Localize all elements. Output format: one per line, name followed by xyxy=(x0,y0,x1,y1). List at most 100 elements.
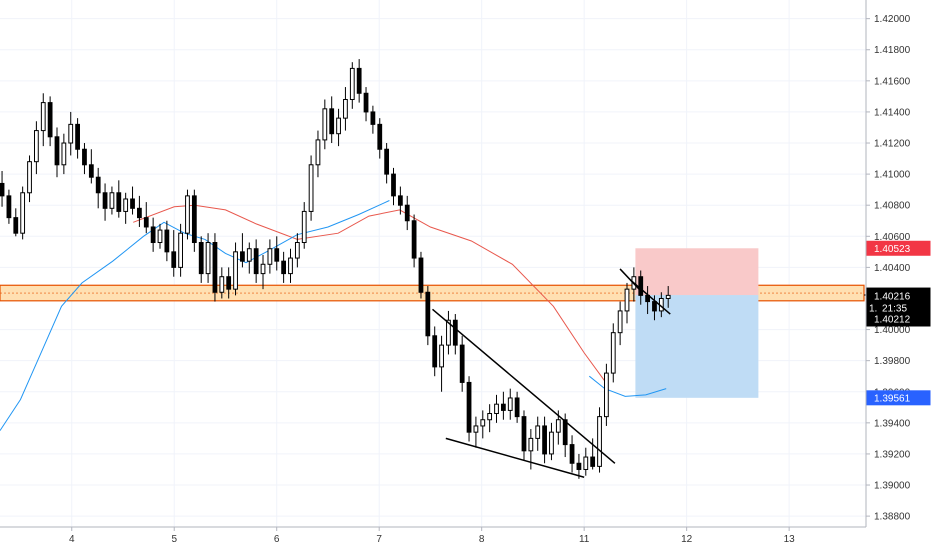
candle xyxy=(212,233,218,302)
candle xyxy=(102,183,108,221)
candle-body xyxy=(370,111,376,125)
candle-body xyxy=(164,229,170,253)
candle-body xyxy=(432,335,438,368)
candle xyxy=(260,254,266,290)
price-axis[interactable]: 1.42000 1.41800 1.41600 1.41400 1.41200 1.410… xyxy=(865,0,911,527)
candle-body xyxy=(150,226,156,244)
candle xyxy=(88,149,94,184)
candle-body xyxy=(466,381,472,433)
wedge-upper-line xyxy=(432,308,616,464)
candle-body xyxy=(260,263,266,275)
candle xyxy=(157,223,163,249)
candle-body xyxy=(301,210,307,244)
candle-body xyxy=(542,425,547,455)
candle xyxy=(226,267,232,299)
stop-loss-badge-bg xyxy=(866,240,931,256)
candle xyxy=(253,239,259,283)
ma-red-line xyxy=(133,204,606,382)
candle xyxy=(652,295,657,321)
candle xyxy=(446,310,451,355)
candle xyxy=(480,410,486,439)
pennant-slope-line xyxy=(629,279,671,315)
candle xyxy=(487,404,493,433)
take-profit-badge-bg xyxy=(866,390,931,406)
candle xyxy=(439,335,444,392)
candle-body xyxy=(274,248,280,262)
candle-body xyxy=(494,403,499,415)
candle-body xyxy=(123,198,129,212)
take-profit-label: 1.39561 xyxy=(874,393,911,404)
candle-body xyxy=(219,276,225,293)
candle xyxy=(130,186,135,215)
moving-averages xyxy=(0,200,667,431)
candle-body xyxy=(638,276,644,296)
candlestick-series xyxy=(0,59,671,479)
candle xyxy=(583,447,589,476)
candle-body xyxy=(487,413,493,421)
candle xyxy=(288,248,293,283)
time-axis[interactable]: 4 5 6 7 8 11 12 13 xyxy=(0,526,866,545)
candle-body xyxy=(171,251,177,268)
candle xyxy=(343,87,348,131)
candle-body xyxy=(130,198,135,209)
candle xyxy=(191,189,197,252)
candle xyxy=(61,133,67,175)
candle xyxy=(198,236,204,283)
candle xyxy=(33,121,39,175)
candle xyxy=(219,267,225,299)
candle xyxy=(336,108,341,147)
candle-body xyxy=(288,257,293,275)
trendlines[interactable] xyxy=(432,268,872,478)
candle xyxy=(82,143,87,175)
candle-body xyxy=(40,102,46,132)
candle-body xyxy=(137,207,142,219)
candle xyxy=(542,416,547,464)
candle-body xyxy=(0,182,5,197)
candle xyxy=(404,195,410,231)
candle xyxy=(507,388,513,420)
candle-body xyxy=(233,251,238,290)
candle-body xyxy=(356,67,362,94)
candle xyxy=(597,407,602,473)
chart-zones xyxy=(0,248,865,398)
candle-body xyxy=(384,148,390,175)
candle-body xyxy=(143,217,149,228)
candle xyxy=(356,59,362,103)
candle xyxy=(521,410,527,461)
candle xyxy=(301,202,307,249)
candle-body xyxy=(439,344,444,368)
candle xyxy=(0,171,5,207)
candle-body xyxy=(95,176,101,194)
candle xyxy=(377,118,383,159)
candle xyxy=(308,155,314,221)
candle-body xyxy=(315,139,321,166)
price-tick-label: 1.41600 xyxy=(874,76,911,87)
candle-body xyxy=(75,123,80,150)
candle xyxy=(40,93,46,147)
time-tick-label: 11 xyxy=(579,534,590,545)
candle-body xyxy=(116,192,122,212)
candle xyxy=(20,186,26,240)
candle-body xyxy=(610,332,616,374)
time-tick-label: 6 xyxy=(274,534,280,545)
candle-body xyxy=(54,136,60,166)
candle xyxy=(535,416,541,451)
candle xyxy=(137,195,142,227)
candle xyxy=(466,376,472,442)
candle xyxy=(569,435,575,473)
candle xyxy=(418,251,424,299)
bid-label: 1.40212 xyxy=(874,314,911,325)
candle xyxy=(322,99,328,150)
candle xyxy=(576,453,582,479)
candle-body xyxy=(88,164,94,178)
bid-badge-bg xyxy=(866,311,931,327)
candle-body xyxy=(191,195,197,244)
candle xyxy=(610,323,616,383)
candle-body xyxy=(267,248,273,265)
candle-body xyxy=(604,372,609,418)
candle-body xyxy=(452,319,458,346)
candle xyxy=(604,363,609,426)
candle-body xyxy=(665,294,671,299)
candle xyxy=(240,233,245,268)
